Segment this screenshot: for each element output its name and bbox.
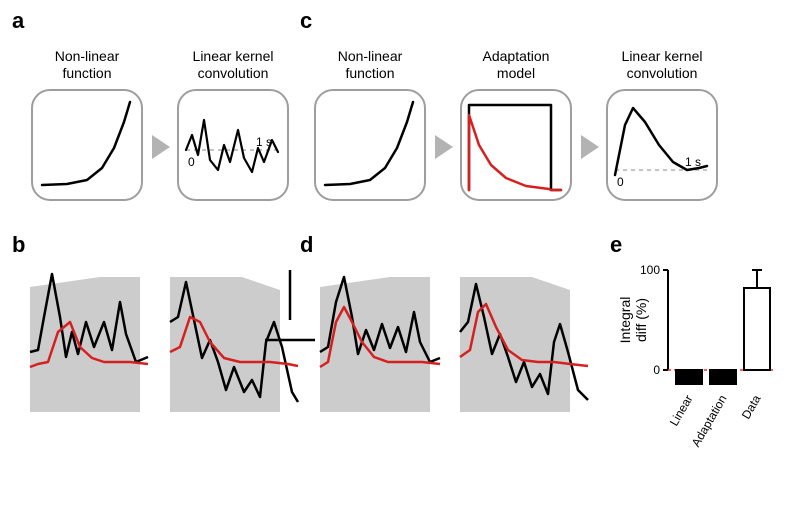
e-barlabel-linear: Linear xyxy=(667,392,696,428)
kernel-c-zero: 0 xyxy=(617,175,624,189)
e-barlabel-data: Data xyxy=(739,392,764,421)
e-tick-0: 0 xyxy=(653,363,660,377)
kernel-c-1s: 1 s xyxy=(685,155,701,169)
e-ylabel2: diff (%) xyxy=(633,298,649,342)
kernel-a-zero: 0 xyxy=(188,155,195,169)
figure-svg: 0 1 s 0 1 s 100 0 Integral diff (%) Line… xyxy=(0,0,788,527)
e-ylabel: Integral xyxy=(617,297,633,344)
e-tick-100: 100 xyxy=(640,263,660,277)
kernel-a-1s: 1 s xyxy=(256,135,272,149)
e-barlabel-adaptation: Adaptation xyxy=(689,393,730,450)
